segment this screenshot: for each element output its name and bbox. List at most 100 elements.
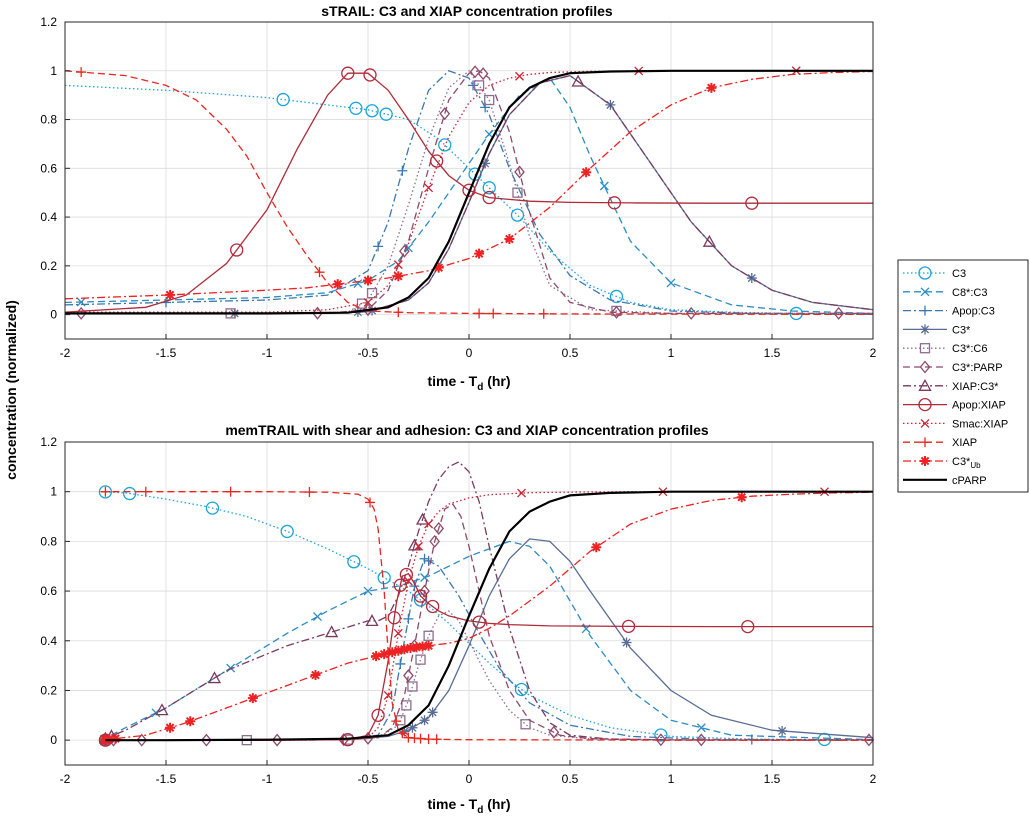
series-line: [101, 491, 874, 741]
data-marker: [407, 722, 418, 733]
data-marker: [919, 343, 931, 354]
legend-label: C8*:C3: [952, 287, 987, 299]
legend-label: C3*:C6: [952, 343, 987, 355]
x-tick-label: 2: [870, 346, 877, 360]
data-marker: [140, 486, 151, 497]
data-marker: [474, 248, 485, 259]
x-tick-label: 1.5: [764, 772, 781, 786]
data-marker: [482, 190, 496, 205]
x-tick-label: -1.5: [156, 346, 177, 360]
data-marker: [100, 486, 111, 497]
data-marker: [399, 244, 410, 258]
data-marker: [685, 306, 697, 320]
data-marker: [433, 521, 445, 535]
data-marker: [393, 645, 404, 656]
series-apop-c3: [64, 70, 874, 316]
data-marker: [918, 378, 932, 391]
data-marker: [415, 512, 430, 525]
data-marker: [387, 647, 398, 658]
data-marker: [397, 728, 408, 739]
legend-label: XIAP:C3*: [952, 381, 999, 393]
data-marker: [414, 541, 423, 551]
data-marker: [919, 360, 931, 374]
data-marker: [165, 722, 176, 733]
series-xiap-c3-: [65, 74, 874, 315]
series-xiap: [100, 486, 873, 745]
series-c3-ub: [64, 70, 874, 300]
data-marker: [591, 542, 602, 553]
data-marker: [363, 297, 373, 307]
y-tick-label: 0.8: [40, 534, 57, 548]
data-marker: [621, 637, 632, 648]
y-tick-label: 1: [50, 485, 57, 499]
series-line: [101, 557, 874, 741]
data-marker: [391, 716, 402, 727]
data-marker: [473, 80, 485, 91]
x-tick-label: 2: [870, 772, 877, 786]
data-marker: [863, 733, 875, 747]
data-marker: [538, 308, 549, 319]
y-tick-label: 0.6: [40, 584, 57, 598]
data-marker: [403, 669, 414, 683]
data-marker: [225, 486, 236, 497]
data-marker: [280, 524, 294, 539]
data-marker: [424, 183, 434, 193]
series-line: [64, 70, 874, 316]
data-marker: [607, 196, 622, 210]
y-axis-label: concentration (normalized): [3, 300, 19, 480]
data-marker: [393, 628, 403, 638]
data-marker: [706, 82, 717, 93]
data-marker: [920, 324, 930, 335]
data-marker: [312, 306, 323, 320]
data-marker: [76, 67, 87, 78]
legend-entry: Smac:XIAP: [903, 418, 1008, 430]
x-tick-label: -1: [262, 772, 273, 786]
data-marker: [599, 181, 609, 191]
data-marker: [377, 571, 391, 585]
x-tick-labels: -2 -1.5 -1 -0.5 0 0.5 1 1.5 2: [60, 334, 877, 360]
data-marker: [185, 716, 196, 727]
data-marker: [666, 278, 676, 288]
legend-entry: C8*:C3: [903, 287, 987, 299]
data-marker: [413, 589, 428, 603]
data-marker: [920, 437, 930, 448]
series-line: [101, 461, 873, 741]
data-marker: [427, 707, 438, 718]
y-tick-label: 1: [50, 64, 57, 78]
y-tick-label: 0.2: [40, 683, 57, 697]
data-marker: [379, 107, 393, 121]
data-marker: [415, 654, 426, 665]
data-marker: [304, 487, 315, 498]
legend-label: C3*:PARP: [952, 362, 1003, 374]
data-marker: [371, 651, 382, 662]
legend-entry: XIAP: [903, 437, 977, 449]
data-marker: [512, 187, 523, 198]
panel-title: memTRAIL with shear and adhesion: C3 and…: [225, 422, 709, 438]
data-marker: [393, 260, 403, 270]
data-marker: [411, 642, 422, 653]
data-marker: [313, 612, 322, 622]
data-marker: [514, 682, 529, 697]
data-marker: [226, 663, 236, 673]
data-marker: [477, 67, 489, 81]
data-marker: [482, 181, 496, 195]
data-marker: [325, 625, 339, 638]
data-marker: [349, 101, 363, 115]
legend-label: C3*Ub: [952, 456, 981, 470]
y-tick-label: 0: [50, 733, 57, 747]
data-marker: [655, 733, 667, 747]
panel-strail: sTRAIL: C3 and XIAP concentration profil…: [40, 3, 876, 393]
data-marker: [918, 266, 932, 280]
data-marker: [695, 733, 707, 747]
data-marker: [431, 734, 442, 745]
data-marker: [314, 267, 325, 278]
data-marker: [413, 593, 428, 607]
data-marker: [504, 234, 515, 245]
data-marker: [401, 700, 412, 711]
data-marker: [165, 289, 176, 300]
data-marker: [515, 71, 524, 81]
legend-entry: cPARP: [903, 475, 987, 487]
data-marker: [399, 644, 410, 655]
legend-label: C3: [952, 268, 966, 280]
